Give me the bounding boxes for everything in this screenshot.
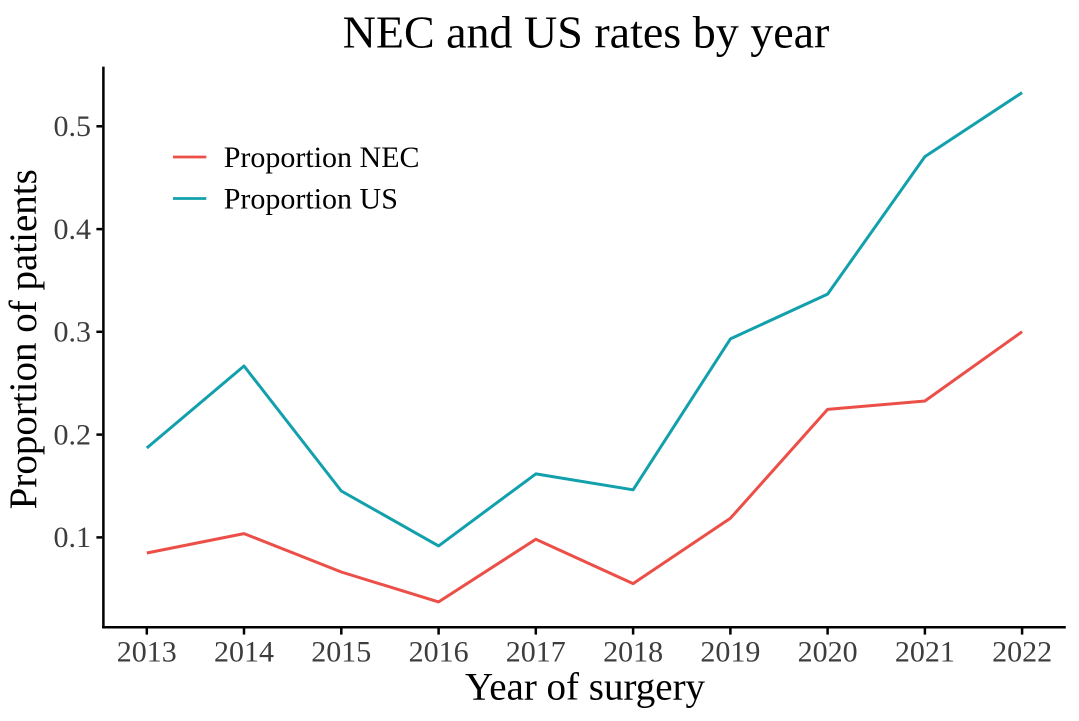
svg-text:0.2: 0.2 xyxy=(54,418,92,451)
svg-text:2021: 2021 xyxy=(895,636,955,669)
svg-text:0.1: 0.1 xyxy=(54,521,92,554)
svg-text:2017: 2017 xyxy=(506,636,566,669)
svg-text:2016: 2016 xyxy=(409,636,469,669)
svg-text:Proportion NEC: Proportion NEC xyxy=(224,141,420,174)
svg-text:NEC and US rates by year: NEC and US rates by year xyxy=(343,7,830,58)
svg-text:2013: 2013 xyxy=(117,636,177,669)
svg-text:2014: 2014 xyxy=(214,636,274,669)
svg-text:2018: 2018 xyxy=(603,636,663,669)
svg-text:0.4: 0.4 xyxy=(54,213,92,246)
svg-text:2019: 2019 xyxy=(700,636,760,669)
svg-text:2020: 2020 xyxy=(798,636,858,669)
svg-text:Proportion US: Proportion US xyxy=(224,182,398,215)
svg-text:2015: 2015 xyxy=(311,636,371,669)
svg-text:0.5: 0.5 xyxy=(54,110,92,143)
svg-text:2022: 2022 xyxy=(992,636,1052,669)
svg-text:0.3: 0.3 xyxy=(54,316,92,349)
svg-text:Proportion of patients: Proportion of patients xyxy=(2,169,45,509)
svg-text:Year of surgery: Year of surgery xyxy=(465,666,706,709)
